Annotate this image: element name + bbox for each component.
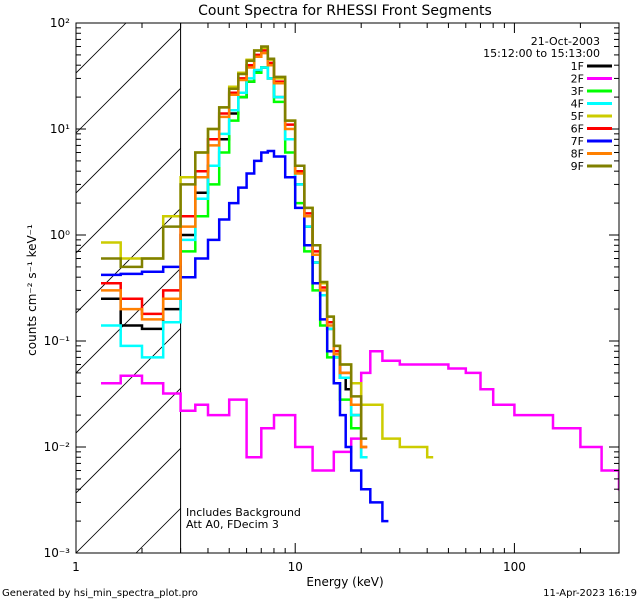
- y-axis-label: counts cm⁻² s⁻¹ keV⁻¹: [25, 224, 39, 356]
- footer-timestamp: 11-Apr-2023 16:19: [543, 588, 637, 599]
- x-tick-label: 100: [503, 560, 526, 574]
- annotation-attenuator: Att A0, FDecim 3: [186, 518, 279, 531]
- y-tick-label: 10⁻²: [44, 440, 71, 454]
- legend-label-6F: 6F: [571, 123, 584, 136]
- time-range-label: 15:12:00 to 15:13:00: [483, 47, 600, 60]
- legend-label-1F: 1F: [571, 60, 584, 73]
- y-tick-label: 10⁻³: [44, 546, 71, 560]
- plot-frame: [75, 22, 620, 554]
- legend-label-5F: 5F: [571, 110, 584, 123]
- footer-generated-by: Generated by hsi_min_spectra_plot.pro: [2, 588, 198, 599]
- y-tick-label: 10⁰: [50, 228, 70, 242]
- legend-label-7F: 7F: [571, 135, 584, 148]
- legend-label-4F: 4F: [571, 98, 584, 111]
- legend-label-9F: 9F: [571, 160, 584, 173]
- series-line-2F: [101, 350, 619, 491]
- x-tick-label: 1: [72, 560, 80, 574]
- y-tick-label: 10²: [50, 16, 70, 30]
- date-label: 21-Oct-2003: [531, 35, 600, 48]
- y-tick-label: 10¹: [50, 122, 70, 136]
- annotation-background: Includes Background: [186, 506, 301, 519]
- chart-title: Count Spectra for RHESSI Front Segments: [198, 3, 492, 19]
- series-line-9F: [101, 45, 368, 440]
- legend-label-8F: 8F: [571, 148, 584, 161]
- legend-label-3F: 3F: [571, 85, 584, 98]
- series-line-7F: [101, 149, 389, 523]
- y-tick-label: 10⁻¹: [44, 334, 71, 348]
- x-axis-label: Energy (keV): [306, 575, 383, 589]
- legend-label-2F: 2F: [571, 73, 584, 86]
- axis-ticks: [75, 22, 620, 554]
- x-tick-label: 10: [288, 560, 303, 574]
